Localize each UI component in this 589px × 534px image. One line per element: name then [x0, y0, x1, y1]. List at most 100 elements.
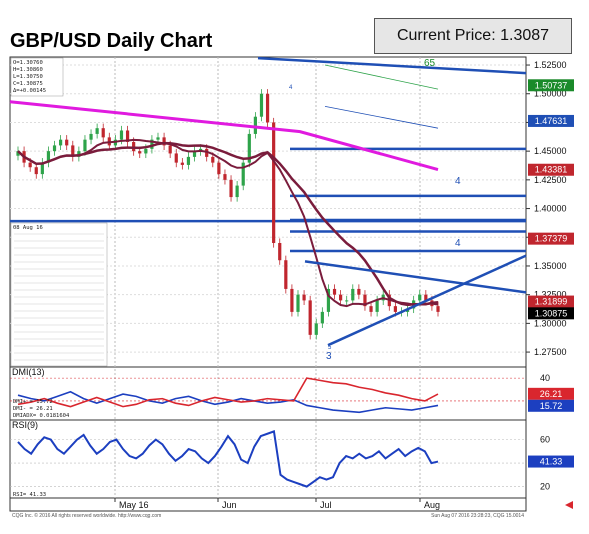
- candle-body: [247, 133, 251, 163]
- dmi-minus-row: DMI- = 26.21: [13, 406, 53, 412]
- candle-body: [144, 148, 148, 154]
- ohlc-open: O=1.30760: [13, 60, 43, 66]
- candle-body: [162, 137, 166, 146]
- candle-body: [345, 300, 349, 302]
- candle-body: [314, 323, 318, 335]
- rsi-value-label: 41.33: [540, 457, 563, 467]
- moving-average-line: [17, 138, 439, 308]
- price-marker-label: 1.37379: [535, 234, 568, 244]
- dmi-tick-label: 40: [540, 373, 550, 383]
- y-tick-label: 1.42500: [534, 175, 567, 185]
- candle-body: [205, 148, 209, 157]
- candle-body: [284, 260, 288, 289]
- y-tick-label: 1.45000: [534, 146, 567, 156]
- candle-body: [168, 145, 172, 154]
- candle-body: [424, 294, 428, 301]
- y-tick-label: 1.30000: [534, 318, 567, 328]
- dmi-value-label: 26.21: [540, 389, 563, 399]
- candle-body: [296, 294, 300, 312]
- candle-body: [101, 128, 105, 138]
- candle-body: [308, 300, 312, 335]
- price-marker: [528, 163, 574, 176]
- ohlc-box: O=1.30760 H=1.30860 L=1.30750 C=1.30875 …: [10, 57, 64, 97]
- candle-body: [46, 151, 51, 163]
- channel-line: [324, 105, 439, 129]
- y-tick-label: 1.35000: [534, 261, 567, 271]
- candle-body: [192, 151, 197, 157]
- candle-body: [302, 294, 306, 301]
- dmi-line: [17, 390, 439, 414]
- trend-line-support: [327, 254, 527, 347]
- candle-body: [320, 311, 324, 324]
- candle-body: [259, 93, 264, 117]
- candle-body: [229, 179, 233, 198]
- ohlc-low: L=1.30750: [13, 74, 43, 80]
- rsi-study-label: RSI(9): [12, 420, 38, 430]
- candle-body: [351, 288, 355, 301]
- dmi-value-marker: [528, 387, 574, 400]
- rsi-tick-label: 20: [540, 482, 550, 492]
- footer-copyright: CQG Inc. © 2016 All rights reserved worl…: [12, 512, 161, 519]
- candle-body: [393, 306, 397, 312]
- rsi-row: RSI= 41.33: [13, 492, 46, 498]
- price-marker: [528, 307, 574, 320]
- candle-body: [357, 288, 361, 295]
- long-moving-average-line: [9, 100, 439, 171]
- price-marker-label: 1.50737: [535, 80, 568, 90]
- candle-body: [436, 306, 440, 312]
- y-tick-label: 1.50000: [534, 89, 567, 99]
- trend-line-upper: [257, 56, 527, 75]
- ohlc-close: C=1.30875: [13, 81, 43, 87]
- candle-body: [326, 288, 331, 312]
- y-tick-label: 1.32500: [534, 290, 567, 300]
- candle-body: [71, 145, 75, 157]
- candle-body: [217, 162, 221, 175]
- candle-body: [138, 151, 142, 154]
- candle-body: [95, 128, 99, 134]
- candle-body: [119, 130, 124, 140]
- arrow-left-icon[interactable]: [565, 501, 573, 509]
- candle-body: [290, 288, 294, 312]
- candle-body: [272, 122, 276, 243]
- candle-body: [375, 300, 379, 312]
- dmi-plus-row: DMI+ = 15.72: [13, 399, 53, 405]
- rsi-line: [17, 430, 439, 488]
- dmi-study-label: DMI(13): [12, 367, 45, 377]
- annotation-top-label: 65: [424, 58, 436, 69]
- rsi-value-marker: [528, 455, 574, 468]
- candle-body: [28, 162, 32, 168]
- candle-body: [16, 151, 20, 156]
- candle-body: [241, 162, 245, 186]
- x-tick-label: May 16: [119, 500, 149, 510]
- dmi-adx-row: DMIADX= 0.0181604: [13, 413, 70, 419]
- price-marker: [528, 295, 574, 308]
- candle-body: [253, 116, 257, 134]
- price-marker-label: 1.43381: [535, 165, 568, 175]
- dmi-line: [17, 377, 439, 408]
- x-tick-label: Jul: [320, 500, 332, 510]
- rsi-tick-label: 60: [540, 435, 550, 445]
- candle-body: [186, 156, 191, 165]
- candle-body: [265, 93, 270, 123]
- current-price-box: Current Price: 1.3087: [374, 18, 572, 54]
- x-tick-label: Aug: [424, 500, 440, 510]
- candle-body: [150, 139, 154, 149]
- candle-body: [369, 306, 373, 312]
- candle-body: [235, 185, 239, 198]
- data-window-date: 08 Aug 16: [13, 225, 43, 231]
- dmi-value-label: 15.72: [540, 401, 563, 411]
- y-tick-label: 1.40000: [534, 204, 567, 214]
- ohlc-high: H=1.30860: [13, 67, 43, 73]
- candle-body: [418, 294, 422, 301]
- candle-body: [34, 167, 38, 175]
- candle-body: [332, 288, 337, 295]
- candle-body: [89, 133, 93, 140]
- price-marker: [528, 114, 574, 127]
- y-tick-label: 1.27500: [534, 347, 567, 357]
- price-marker-label: 1.47631: [535, 116, 568, 126]
- candle-body: [83, 139, 87, 152]
- candle-body: [211, 156, 215, 163]
- candle-body: [339, 294, 343, 301]
- ohlc-change: Δ=+0.00145: [13, 88, 46, 94]
